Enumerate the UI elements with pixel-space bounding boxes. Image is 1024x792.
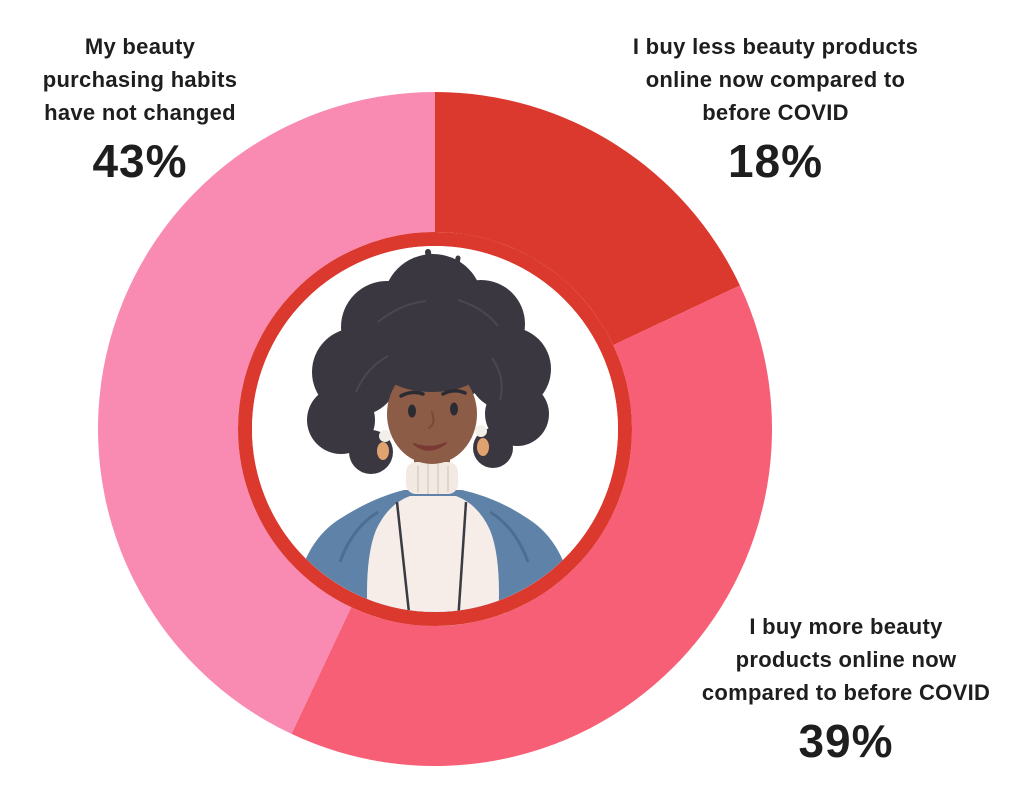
donut-slice-1 — [291, 285, 773, 767]
segment-label-line: online now compared to — [645, 67, 906, 92]
segment-label-line: purchasing habits — [42, 67, 238, 92]
avatar-earrings — [377, 425, 489, 460]
segment-label-line: compared to before COVID — [701, 680, 991, 705]
center-ring — [238, 232, 632, 626]
avatar-hair — [307, 249, 551, 454]
avatar-hair-fringe — [385, 352, 479, 392]
avatar-features — [399, 389, 467, 451]
avatar-jacket-seam-right — [489, 510, 530, 563]
segment-value-no-change: 43% — [92, 135, 188, 187]
segment-label-more-online: I buy more beauty products online now co… — [678, 610, 1014, 767]
avatar-collar-ribs — [417, 464, 449, 494]
segment-value-more-online: 39% — [798, 715, 894, 767]
segment-label-less-online: I buy less beauty products online now co… — [608, 30, 943, 187]
donut-slices — [97, 91, 773, 767]
avatar-necklace-left — [395, 501, 412, 612]
segment-label-line: before COVID — [702, 100, 849, 125]
segment-label-line: products online now — [735, 647, 957, 672]
avatar-necklace-right — [456, 501, 468, 612]
avatar-collar — [406, 462, 458, 494]
donut-slice-2 — [97, 91, 436, 734]
donut-slice-0 — [435, 92, 740, 346]
avatar-jacket-seam-left — [338, 510, 379, 563]
segment-label-line: I buy less beauty products — [632, 34, 919, 59]
segment-label-line: I buy more beauty — [749, 614, 943, 639]
segment-value-less-online: 18% — [727, 135, 824, 187]
avatar-sweater — [367, 496, 499, 612]
center-avatar — [292, 249, 576, 612]
segment-label-line: My beauty — [84, 34, 196, 59]
segment-label-line: have not changed — [44, 100, 236, 125]
segment-label-no-change: My beauty purchasing habits have not cha… — [5, 30, 275, 187]
